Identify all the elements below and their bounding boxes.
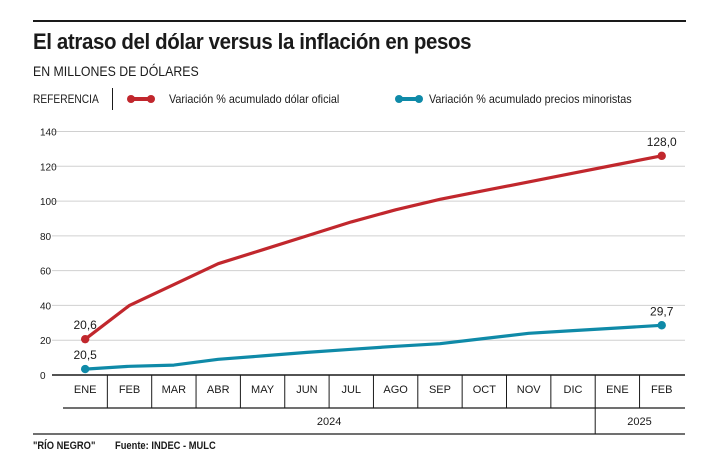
data-point xyxy=(80,364,90,374)
x-tick-label: JUN xyxy=(296,384,317,396)
x-tick-label: ABR xyxy=(207,384,230,396)
data-point xyxy=(657,151,666,161)
footer-source: Fuente: INDEC - MULC xyxy=(114,440,216,452)
x-tick-label: ENE xyxy=(74,384,97,396)
data-label: 128,0 xyxy=(647,135,677,149)
legend-swatch-dot xyxy=(127,95,136,103)
y-tick-label: 0 xyxy=(40,371,46,382)
footer: "RÍO NEGRO" Fuente: INDEC - MULC xyxy=(33,440,216,452)
legend-swatch-dot xyxy=(394,95,403,103)
top-rule xyxy=(33,20,686,22)
data-point xyxy=(657,321,666,330)
x-tick-label: SEP xyxy=(429,384,451,396)
data-label: 20,5 xyxy=(73,348,97,362)
x-tick-label: FEB xyxy=(119,384,140,396)
y-tick-label: 60 xyxy=(40,267,52,278)
legend-swatch-line xyxy=(396,97,421,101)
y-tick-label: 100 xyxy=(40,197,57,208)
legend-swatch-precios xyxy=(394,95,423,103)
series-line-1 xyxy=(83,323,664,371)
x-tick-label: MAY xyxy=(251,384,275,396)
legend-swatch-dot xyxy=(147,95,156,103)
x-tick-label: MAR xyxy=(162,384,187,396)
y-tick-label: 20 xyxy=(40,336,52,347)
data-label: 20,6 xyxy=(73,318,97,332)
y-tick-label: 140 xyxy=(40,128,57,139)
y-tick-label: 40 xyxy=(40,301,52,312)
x-tick-label: FEB xyxy=(651,384,672,396)
legend-swatch-dolar xyxy=(127,95,156,103)
legend-label-dolar: Variación % acumulado dólar oficial xyxy=(169,92,340,106)
legend-swatch-line xyxy=(129,97,154,101)
chart-subtitle: EN MILLONES DE DÓLARES xyxy=(33,63,199,79)
legend: REFERENCIA Variación % acumulado dólar o… xyxy=(33,88,668,110)
footer-credit: "RÍO NEGRO" xyxy=(33,440,96,452)
x-tick-label: ENE xyxy=(606,384,629,396)
legend-divider xyxy=(112,88,114,110)
x-tick-label: OCT xyxy=(473,384,497,396)
data-label: 29,7 xyxy=(650,304,674,318)
legend-swatch-dot xyxy=(414,95,423,103)
x-tick-label: NOV xyxy=(517,384,542,396)
y-tick-label: 120 xyxy=(40,162,57,173)
data-point xyxy=(80,334,90,344)
legend-label-precios: Variación % acumulado precios minoristas xyxy=(428,92,632,106)
x-tick-label: DIC xyxy=(564,384,583,396)
x-tick-label: AGO xyxy=(383,384,408,396)
year-label: 2025 xyxy=(627,416,651,428)
chart-title: El atraso del dólar versus la inflación … xyxy=(33,29,472,54)
y-tick-label: 80 xyxy=(40,232,52,243)
legend-heading: REFERENCIA xyxy=(33,92,99,106)
series-line-0 xyxy=(83,154,664,341)
x-tick-label: JUL xyxy=(341,384,361,396)
year-label: 2024 xyxy=(317,416,341,428)
